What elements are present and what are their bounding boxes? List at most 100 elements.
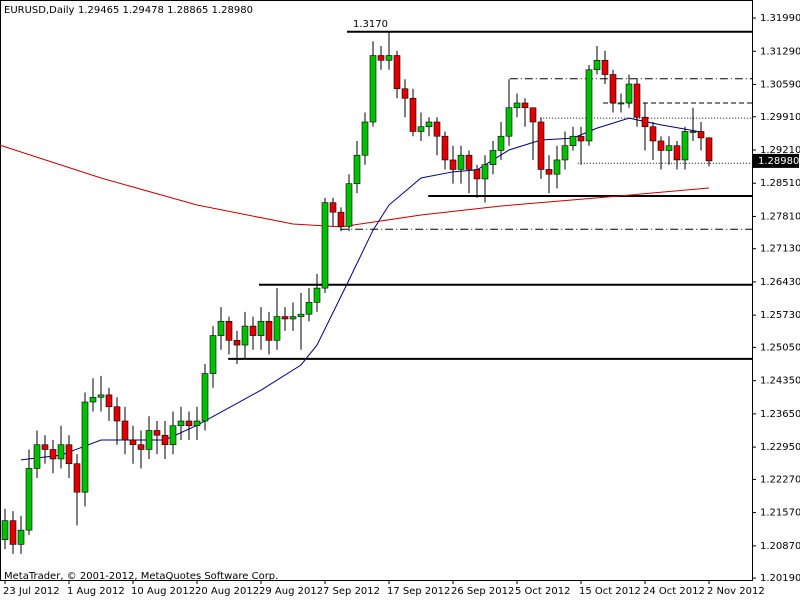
candle-body [417,126,425,132]
candle-body [233,340,241,346]
y-tick-label: 1.25730 [760,310,800,321]
level-label: 1.3170 [353,19,388,30]
candle-body [241,325,249,346]
candle-body [65,444,73,465]
candle-body [169,425,177,446]
x-tick-label: 24 Oct 2012 [643,586,705,597]
candle-body [265,321,273,341]
candle-body [145,430,153,450]
candle-body [497,135,505,151]
candle-body [129,439,137,446]
candle-body [689,131,697,133]
x-tick-label: 7 Sep 2012 [323,586,380,597]
candle-body [697,131,705,139]
candle-body [569,135,577,147]
candle-body [305,302,313,315]
x-tick-label: 10 Aug 2012 [131,586,195,597]
candle-body [505,107,513,137]
candle-body [465,154,473,170]
candle-body [105,394,113,408]
chart-title: EURUSD,Daily [4,5,75,16]
candle-body [249,325,257,336]
y-tick-label: 1.29210 [760,145,800,156]
candle-body [537,121,545,170]
y-tick-label: 1.22270 [760,474,800,485]
candle-body [321,202,329,289]
x-tick-label: 29 Aug 2012 [259,586,323,597]
x-tick-label: 23 Jul 2012 [3,586,60,597]
candle-body [457,154,465,170]
candle-body [89,396,97,403]
candle-body [73,463,81,493]
candle-body [225,321,233,341]
candle-body [81,401,89,493]
candle-body [329,202,337,213]
candle-body [553,159,561,175]
candle-body [441,135,449,161]
candle-body [281,316,289,320]
y-tick-label: 1.25050 [760,342,800,353]
candle-body [521,102,529,109]
candle-body [481,164,489,180]
candle-body [193,420,201,427]
y-tick-label: 1.24350 [760,376,800,387]
candle-body [401,88,409,99]
candle-body [201,373,209,422]
candle-body [665,145,673,151]
candle-body [673,145,681,161]
y-tick-label: 1.22950 [760,442,800,453]
candle-body [361,121,369,156]
x-tick-label: 15 Oct 2012 [579,586,641,597]
y-tick-label: 1.29910 [760,112,800,123]
candle-body [649,126,657,142]
candle-body [625,83,633,104]
candle-body [657,140,665,151]
candle-body [345,183,353,227]
y-tick-label: 1.27810 [760,211,800,222]
candle-body [113,406,121,422]
candle-body [185,420,193,427]
candle-body [161,434,169,446]
candle-body [393,55,401,90]
candle-body [177,420,185,427]
x-tick-label: 26 Sep 2012 [451,586,514,597]
x-tick-label: 2 Nov 2012 [707,586,765,597]
candle-body [641,116,649,128]
y-tick-label: 1.27130 [760,244,800,255]
candle-body [681,131,689,161]
candle-body [561,145,569,161]
candle-body [473,169,481,180]
candle-body [425,121,433,128]
candle-body [121,420,129,441]
candle-body [97,394,105,398]
candle-body [633,83,641,118]
candle-body [513,102,521,109]
candle-body [617,102,625,105]
candle-body [593,59,601,71]
candle-body [313,287,321,303]
candle-body [289,316,297,320]
candle-body [209,335,217,374]
x-tick-label: 20 Aug 2012 [195,586,259,597]
candle-body [489,150,497,165]
candle-body [433,121,441,137]
footer: MetaTrader, © 2001-2012, MetaQuotes Soft… [4,571,278,582]
x-tick-label: 1 Aug 2012 [67,586,125,597]
candle-body [17,529,25,545]
x-tick-label: 17 Sep 2012 [387,586,450,597]
candle-body [369,55,377,123]
candle-body [377,55,385,61]
candle-body [217,321,225,336]
candle-body [257,321,265,336]
candle-body [353,154,361,184]
candle-body [577,135,585,142]
y-tick-label: 1.31990 [760,13,800,24]
candle-body [9,520,17,545]
y-tick-label: 1.28510 [760,178,800,189]
candle-body [337,211,345,227]
x-tick-label: 5 Oct 2012 [515,586,570,597]
candle-body [33,444,41,469]
candle-body [57,444,65,460]
y-tick-label: 1.26430 [760,277,800,288]
candle-body [1,520,9,540]
